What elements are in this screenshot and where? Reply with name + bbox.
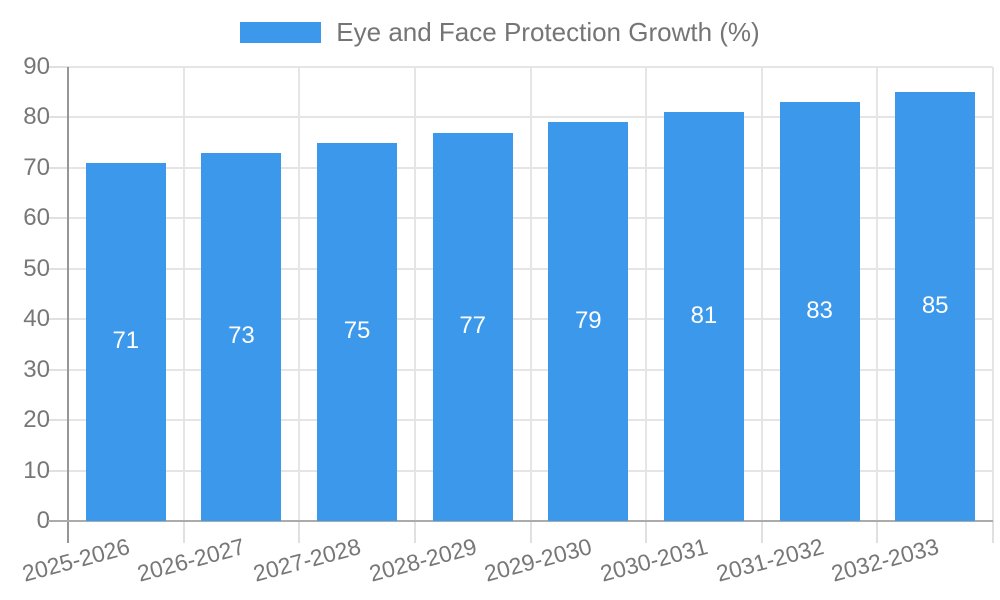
y-axis-tick <box>48 116 68 119</box>
y-axis-tick <box>48 419 68 422</box>
y-axis-tick-label: 40 <box>23 305 50 333</box>
gridline-vertical <box>298 67 301 521</box>
y-axis-tick <box>48 217 68 220</box>
y-axis-tick <box>48 318 68 321</box>
y-axis-tick-label: 10 <box>23 456 50 484</box>
x-axis-tick <box>67 521 69 543</box>
y-axis-tick-label: 90 <box>23 53 50 80</box>
y-axis-tick-label: 20 <box>23 406 50 434</box>
x-axis-tick <box>298 521 301 543</box>
bar-value-label: 73 <box>228 321 255 349</box>
bar-value-label: 81 <box>690 301 718 329</box>
gridline-vertical <box>529 67 532 521</box>
bar <box>548 122 629 521</box>
gridline-vertical <box>992 67 994 521</box>
x-axis-tick <box>645 521 648 543</box>
y-axis-tick <box>48 267 68 270</box>
legend-label: Eye and Face Protection Growth (%) <box>336 17 760 47</box>
legend-item[interactable]: Eye and Face Protection Growth (%) <box>240 17 760 48</box>
x-axis-tick-label: 2031-2032 <box>713 533 827 587</box>
bar <box>201 152 282 521</box>
bar-value-label: 85 <box>921 291 949 319</box>
bar <box>895 92 976 521</box>
y-axis-tick <box>48 368 68 371</box>
bar-value-label: 79 <box>574 306 602 334</box>
x-axis-tick <box>182 521 185 543</box>
bar-value-label: 75 <box>343 316 371 344</box>
gridline-vertical <box>876 67 879 521</box>
legend-swatch-icon <box>240 22 322 43</box>
y-axis-tick <box>48 166 68 169</box>
y-axis-tick <box>48 469 68 472</box>
y-axis-tick-label: 80 <box>23 103 50 131</box>
gridline-vertical <box>413 67 416 521</box>
y-axis-tick-label: 30 <box>23 355 50 383</box>
x-axis-tick-label: 2027-2028 <box>250 533 364 587</box>
bar-value-label: 71 <box>112 326 140 354</box>
bar-value-label: 77 <box>459 311 487 339</box>
chart-legend: Eye and Face Protection Growth (%) <box>0 17 1000 48</box>
x-axis-tick <box>760 521 763 543</box>
bar <box>432 132 513 521</box>
x-axis-tick <box>992 521 994 543</box>
gridline-vertical <box>182 67 185 521</box>
y-axis-tick <box>48 66 68 68</box>
y-axis-line <box>67 67 69 523</box>
bar <box>663 112 744 521</box>
x-axis-tick-label: 2032-2033 <box>828 533 942 587</box>
gridline-vertical <box>645 67 648 521</box>
x-axis-tick <box>876 521 879 543</box>
y-axis-tick-label: 0 <box>36 507 50 534</box>
x-axis-tick-label: 2029-2030 <box>481 533 595 587</box>
bar-value-label: 83 <box>806 296 833 324</box>
bar <box>779 102 860 521</box>
x-axis-tick-label: 2026-2027 <box>134 533 248 587</box>
x-axis-tick-label: 2030-2031 <box>597 533 711 587</box>
y-axis-tick-label: 50 <box>23 254 50 282</box>
y-axis-tick-label: 60 <box>23 204 50 232</box>
y-axis-tick-label: 70 <box>23 153 50 181</box>
x-axis-tick-label: 2028-2029 <box>366 533 480 587</box>
x-axis-tick-label: 2025-2026 <box>19 533 133 587</box>
gridline-vertical <box>760 67 763 521</box>
bar <box>85 162 166 521</box>
x-axis-line <box>48 520 993 522</box>
x-axis-tick <box>529 521 532 543</box>
x-axis-tick <box>413 521 416 543</box>
bar <box>317 142 398 521</box>
